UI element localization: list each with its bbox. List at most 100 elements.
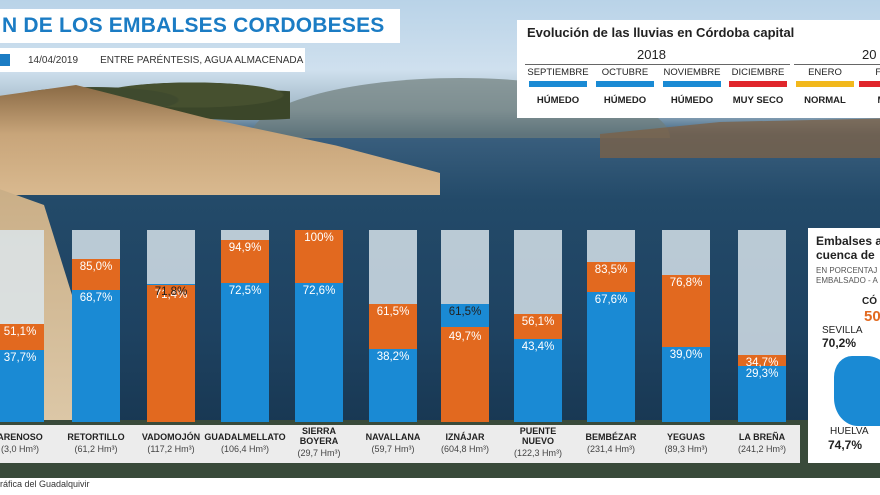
- month-3: DICIEMBRE MUY SECO: [725, 65, 791, 106]
- month-1: OCTUBRE HÚMEDO: [592, 65, 658, 106]
- month-name: SEPTIEMBRE: [527, 67, 589, 78]
- previous-value-label: 34,7%: [745, 357, 779, 370]
- previous-value-label: 49,7%: [448, 330, 482, 343]
- reservoir-name-block: GUADALMELLATO (106,4 Hm³): [197, 432, 293, 454]
- reservoir-bar: 100% 72,6%: [295, 230, 343, 422]
- month-2: NOVIEMBRE HÚMEDO: [659, 65, 725, 106]
- current-value-label: 67,6%: [594, 294, 628, 307]
- reservoir-capacity: (3,0 Hm³): [1, 444, 39, 454]
- previous-value-label: 56,1%: [521, 316, 555, 329]
- month-name: ENERO: [808, 67, 842, 78]
- year-next-label: 20: [862, 47, 877, 62]
- current-fill: [0, 349, 44, 422]
- reservoir-bar: 76,8% 39,0%: [662, 230, 710, 422]
- month-name: FEBR: [875, 67, 880, 78]
- month-4: ENERO NORMAL: [792, 65, 858, 106]
- reservoir-capacity: (89,3 Hm³): [664, 444, 708, 454]
- previous-value-label: 71,4%: [154, 288, 188, 301]
- month-0: SEPTIEMBRE HÚMEDO: [525, 65, 591, 106]
- reservoir-name: VADOMOJÓN: [141, 432, 201, 442]
- reservoir-capacity: (241,2 Hm³): [737, 444, 786, 454]
- reservoir-capacity: (122,3 Hm³): [513, 448, 562, 458]
- month-status: HÚMEDO: [536, 95, 580, 106]
- side-panel-subtitle: EN PORCENTAJ EMBALSADO - A: [816, 266, 878, 286]
- reservoir-name: BEMBÉZAR: [585, 432, 637, 442]
- month-status: MUY SECO: [732, 95, 784, 106]
- current-fill: [662, 347, 710, 422]
- reservoir-bar: 71,4% 71,8%: [147, 230, 195, 422]
- reservoir-name-block: PUENTE NUEVO (122,3 Hm³): [490, 426, 586, 458]
- month-rain-bar: [796, 81, 854, 87]
- month-rain-bar: [729, 81, 787, 87]
- current-fill: [72, 290, 120, 422]
- current-value-label: 29,3%: [745, 367, 779, 380]
- reservoir-name-block: ARENOSO (3,0 Hm³): [0, 432, 68, 454]
- reservoir-bar: 83,5% 67,6%: [587, 230, 635, 422]
- basin-side-panel: Embalses a cuenca de EN PORCENTAJ EMBALS…: [808, 228, 880, 463]
- current-value-label: 38,2%: [376, 350, 410, 363]
- reservoir-capacity: (604,8 Hm³): [440, 444, 489, 454]
- reservoir-bar: 34,7% 29,3%: [738, 230, 786, 422]
- previous-year-fill: [147, 284, 195, 422]
- legend-current-swatch: [0, 54, 10, 66]
- reservoir-name: YEGUAS: [666, 432, 705, 442]
- current-value-label: 68,7%: [79, 292, 113, 305]
- huelva-label: HUELVA: [830, 426, 869, 437]
- reservoir-bar: 85,0% 68,7%: [72, 230, 120, 422]
- sevilla-value: 70,2%: [822, 336, 857, 350]
- reservoir-capacity: (61,2 Hm³): [74, 444, 118, 454]
- current-fill: [369, 348, 417, 422]
- current-fill: [738, 365, 786, 422]
- previous-value-label: 85,0%: [79, 260, 113, 273]
- subtitle-bar: 14/04/2019 ENTRE PARÉNTESIS, AGUA ALMACE…: [0, 48, 305, 72]
- current-value-label: 72,5%: [228, 284, 262, 297]
- rain-evolution-panel: Evolución de las lluvias en Córdoba capi…: [517, 20, 880, 118]
- current-value-label: 43,4%: [521, 340, 555, 353]
- reservoir-name: NAVALLANA: [365, 432, 421, 442]
- year-2018-rule: [525, 64, 790, 65]
- date-label: 14/04/2019: [28, 54, 79, 66]
- previous-value-label: 61,5%: [376, 305, 410, 318]
- month-status: NORMAL: [804, 95, 846, 106]
- month-rain-bar: [859, 81, 880, 87]
- month-name: DICIEMBRE: [731, 67, 785, 78]
- year-next-rule: [794, 64, 880, 65]
- reservoir-name: SIERRA BOYERA: [299, 426, 339, 446]
- reservoir-name: IZNÁJAR: [445, 432, 485, 442]
- current-value-label: 39,0%: [669, 349, 703, 362]
- note-label: ENTRE PARÉNTESIS, AGUA ALMACENADA: [100, 54, 304, 66]
- previous-value-label: 51,1%: [3, 325, 37, 338]
- rain-panel-title: Evolución de las lluvias en Córdoba capi…: [527, 25, 795, 40]
- side-sub-line-1: EN PORCENTAJ: [816, 266, 878, 275]
- reservoir-capacity: (231,4 Hm³): [586, 444, 635, 454]
- reservoir-capacity: (117,2 Hm³): [147, 444, 195, 454]
- current-value-label: 37,7%: [3, 351, 37, 364]
- side-title-line-1: Embalses a: [816, 234, 880, 248]
- previous-year-fill: [441, 326, 489, 422]
- reservoir-name-block: RETORTILLO (61,2 Hm³): [48, 432, 144, 454]
- month-name: NOVIEMBRE: [663, 67, 721, 78]
- previous-value-label: 76,8%: [669, 276, 703, 289]
- sevilla-label: SEVILLA: [822, 325, 863, 336]
- reservoir-name-block: BEMBÉZAR (231,4 Hm³): [563, 432, 659, 454]
- reservoir-name: RETORTILLO: [67, 432, 125, 442]
- reservoir-capacity: (59,7 Hm³): [371, 444, 415, 454]
- month-status: HÚMEDO: [603, 95, 647, 106]
- reservoir-name-block: SIERRA BOYERA (29,7 Hm³): [271, 426, 367, 458]
- side-sub-line-2: EMBALSADO - A: [816, 276, 878, 285]
- month-name: OCTUBRE: [601, 67, 649, 78]
- current-value-label: 61,5%: [448, 305, 482, 318]
- side-panel-title: Embalses a cuenca de: [816, 234, 880, 262]
- reservoir-capacity: (106,4 Hm³): [220, 444, 269, 454]
- reservoir-bar: 51,1% 37,7%: [0, 230, 44, 422]
- reservoir-bar: 94,9% 72,5%: [221, 230, 269, 422]
- previous-value-label: 100%: [304, 232, 334, 244]
- year-2018-label: 2018: [637, 47, 666, 62]
- reservoir-name-block: NAVALLANA (59,7 Hm³): [345, 432, 441, 454]
- side-title-line-2: cuenca de: [816, 248, 875, 262]
- current-value-label: 72,6%: [302, 284, 336, 297]
- current-fill: [514, 338, 562, 422]
- month-status: MUY: [855, 95, 880, 106]
- basin-map-shape: [834, 356, 880, 426]
- previous-value-label: 94,9%: [228, 241, 262, 254]
